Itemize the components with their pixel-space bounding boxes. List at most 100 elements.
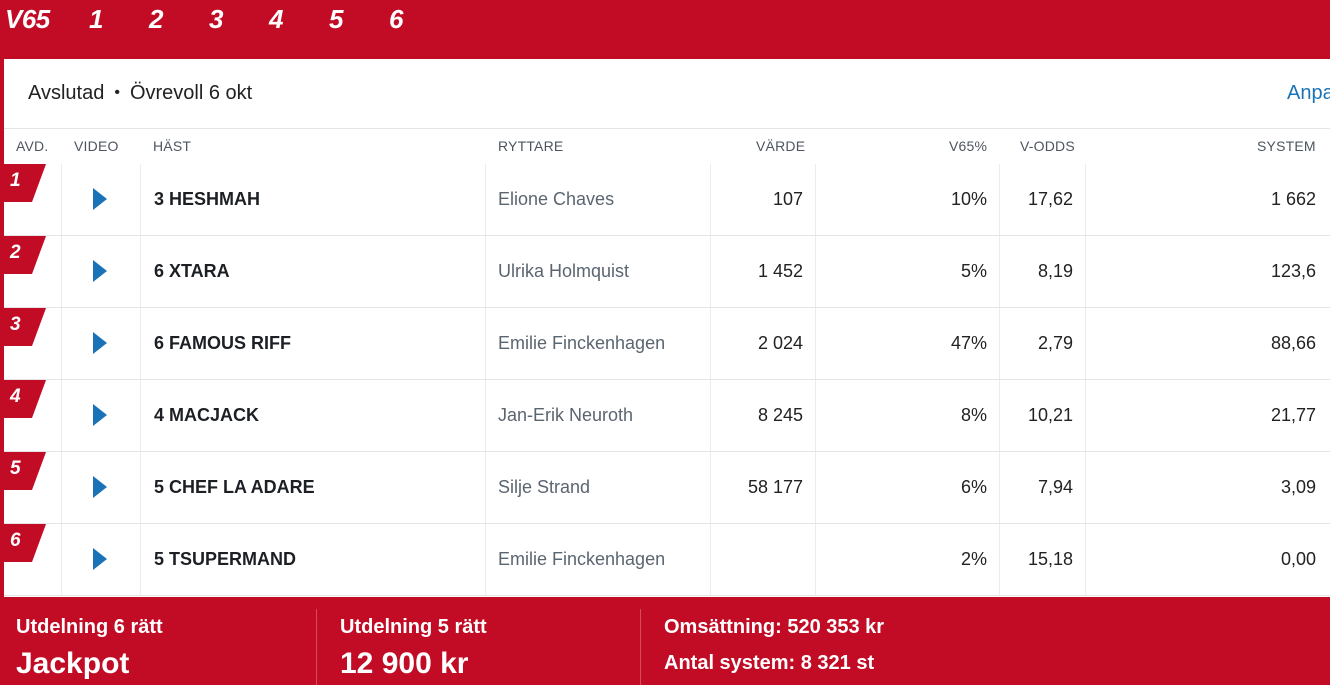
col-header-v-odds: V-ODDS: [1020, 138, 1075, 154]
column-divider: [485, 380, 486, 452]
col-header-horse: HÄST: [153, 138, 192, 154]
table-row: 5 5 CHEF LA ADARE Silje Strand 58 177 6% 7,94…: [4, 452, 1330, 524]
leg-tab-3[interactable]: 3: [209, 4, 224, 34]
table-row: 1 3 HESHMAH Elione Chaves 107 10% 17,62 1 662: [4, 164, 1330, 236]
rider-name: Elione Chaves: [498, 189, 615, 209]
col-header-video: VIDEO: [74, 138, 119, 154]
system-cell: 3,09: [1280, 477, 1316, 497]
column-divider: [815, 164, 816, 236]
column-divider: [61, 236, 62, 308]
leg-flag: 1: [4, 164, 46, 202]
column-divider: [140, 164, 141, 236]
v-odds-cell: 8,19: [1037, 261, 1073, 281]
value-cell: 8 245: [757, 405, 803, 425]
system-cell: 88,66: [1270, 333, 1316, 353]
column-divider: [815, 308, 816, 380]
column-divider: [485, 236, 486, 308]
column-divider: [999, 164, 1000, 236]
rider-name: Ulrika Holmquist: [498, 261, 630, 281]
leg-flag: 6: [4, 524, 46, 562]
system-cell: 123,6: [1270, 261, 1316, 281]
system-cell: 0,00: [1280, 549, 1316, 569]
horse-name[interactable]: 6 FAMOUS RIFF: [154, 333, 292, 353]
column-divider: [485, 308, 486, 380]
column-divider: [710, 524, 711, 596]
leg-number: 4: [10, 386, 21, 407]
play-icon[interactable]: [93, 548, 107, 570]
row-divider: [4, 523, 1330, 524]
row-divider: [4, 235, 1330, 236]
leg-flag: 3: [4, 308, 46, 346]
horse-name[interactable]: 5 TSUPERMAND: [154, 549, 297, 569]
status-track-date: Övrevoll 6 okt: [129, 82, 253, 104]
v-odds-cell: 7,94: [1037, 477, 1073, 497]
col-header-avd: AVD.: [16, 138, 49, 154]
col-header-v65-percent: V65%: [949, 138, 988, 154]
v-odds-cell: 17,62: [1027, 189, 1073, 209]
rider-name: Emilie Finckenhagen: [498, 333, 666, 353]
play-icon[interactable]: [93, 476, 107, 498]
table-row: 3 6 FAMOUS RIFF Emilie Finckenhagen 2 024 47…: [4, 308, 1330, 380]
horse-name[interactable]: 3 HESHMAH: [154, 189, 261, 209]
play-icon[interactable]: [93, 332, 107, 354]
column-divider: [61, 164, 62, 236]
table-row: 4 4 MACJACK Jan-Erik Neuroth 8 245 8% 10,21 21…: [4, 380, 1330, 452]
leg-flag: 2: [4, 236, 46, 274]
leg-number: 5: [10, 458, 21, 479]
horse-name[interactable]: 5 CHEF LA ADARE: [154, 477, 315, 497]
value-cell: 58 177: [747, 477, 803, 497]
column-divider: [140, 236, 141, 308]
column-divider: [710, 380, 711, 452]
column-divider: [999, 452, 1000, 524]
table-row: 6 5 TSUPERMAND Emilie Finckenhagen 2% 15,18 0…: [4, 524, 1330, 596]
play-icon[interactable]: [93, 404, 107, 426]
column-divider: [61, 380, 62, 452]
leg-number: 6: [10, 530, 21, 551]
play-icon[interactable]: [93, 260, 107, 282]
column-divider: [1085, 308, 1086, 380]
payout-6-label: Utdelning 6 rätt: [16, 616, 163, 638]
column-divider: [710, 452, 711, 524]
row-divider: [4, 379, 1330, 380]
column-divider: [1085, 236, 1086, 308]
column-divider: [999, 236, 1000, 308]
leg-tab-4[interactable]: 4: [269, 4, 284, 34]
adjust-link[interactable]: Anpa: [1287, 82, 1330, 104]
status-separator: •: [114, 84, 120, 101]
payout-footer: Utdelning 6 rätt Jackpot Utdelning 5 rät…: [0, 597, 1330, 685]
column-divider: [710, 164, 711, 236]
table-row: 2 6 XTARA Ulrika Holmquist 1 452 5% 8,19 123,6: [4, 236, 1330, 308]
column-divider: [140, 308, 141, 380]
v65-percent-cell: 10%: [950, 189, 987, 209]
value-cell: 2 024: [757, 333, 803, 353]
leg-tab-6[interactable]: 6: [389, 4, 404, 34]
horse-name[interactable]: 6 XTARA: [154, 261, 230, 281]
column-divider: [815, 452, 816, 524]
leg-tab-5[interactable]: 5: [329, 4, 344, 34]
leg-tab-1[interactable]: 1: [89, 4, 104, 34]
leg-number: 1: [10, 170, 21, 191]
payout-5-label: Utdelning 5 rätt: [340, 616, 487, 638]
turnover-text: Omsättning: 520 353 kr: [664, 616, 885, 638]
v65-percent-cell: 5%: [960, 261, 987, 281]
v-odds-cell: 15,18: [1027, 549, 1073, 569]
play-icon[interactable]: [93, 188, 107, 210]
column-divider: [140, 380, 141, 452]
v65-percent-cell: 2%: [960, 549, 987, 569]
row-divider: [4, 307, 1330, 308]
row-divider: [4, 595, 1330, 596]
value-cell: 107: [772, 189, 803, 209]
game-type-tab[interactable]: V65: [5, 4, 50, 34]
leg-number: 3: [10, 314, 21, 335]
horse-name[interactable]: 4 MACJACK: [154, 405, 260, 425]
column-divider: [999, 308, 1000, 380]
col-header-rider: RYTTARE: [498, 138, 564, 154]
v65-percent-cell: 6%: [960, 477, 987, 497]
column-divider: [1085, 380, 1086, 452]
column-divider: [1085, 164, 1086, 236]
rider-name: Emilie Finckenhagen: [498, 549, 666, 569]
leg-tab-2[interactable]: 2: [149, 4, 164, 34]
value-cell: 1 452: [757, 261, 803, 281]
column-divider: [485, 524, 486, 596]
